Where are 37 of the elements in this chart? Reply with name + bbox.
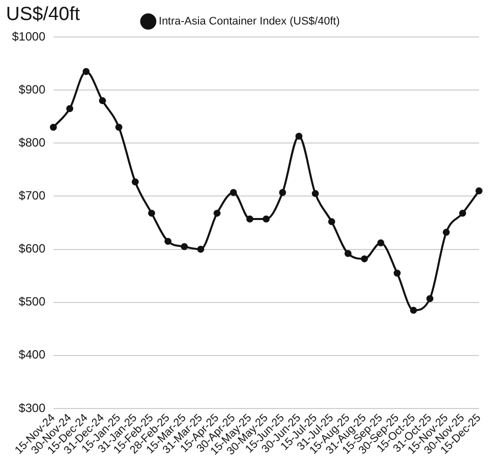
y-tick-label: $900 — [18, 82, 46, 96]
point — [214, 210, 221, 217]
y-tick-label: $1000 — [12, 29, 46, 44]
point — [148, 210, 156, 217]
y-tick-label: $400 — [18, 348, 46, 362]
point — [344, 250, 352, 258]
point — [115, 124, 122, 131]
point — [50, 124, 57, 131]
y-tick-label: $700 — [18, 188, 46, 203]
point — [98, 97, 106, 104]
point — [246, 216, 254, 223]
point — [476, 187, 482, 194]
point — [360, 255, 368, 262]
legend-label: Intra-Asia Container Index (US$/40ft) — [158, 16, 340, 28]
y-tick-label: $800 — [18, 135, 46, 150]
point — [279, 188, 286, 196]
point — [132, 178, 139, 186]
point — [459, 210, 466, 217]
point — [426, 295, 434, 302]
point — [82, 68, 90, 75]
y-tick-label: $300 — [18, 400, 46, 415]
y-tick-label: $600 — [18, 242, 46, 256]
point — [66, 105, 74, 112]
point — [410, 306, 418, 314]
point — [442, 228, 450, 236]
point — [312, 190, 319, 198]
y-tick-label: $500 — [18, 294, 46, 309]
point — [230, 188, 237, 196]
point — [295, 132, 302, 140]
point — [262, 216, 270, 223]
point — [394, 270, 401, 277]
point — [180, 243, 188, 250]
point — [377, 239, 384, 246]
point — [164, 238, 172, 245]
point — [328, 218, 336, 226]
point — [197, 246, 204, 253]
y-axis-title: US$/40ft — [6, 4, 80, 26]
